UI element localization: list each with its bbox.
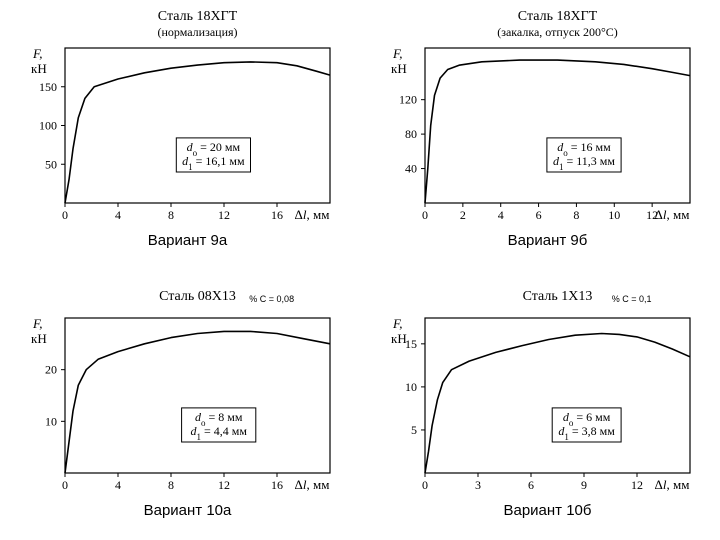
y-axis-label-F: F,: [32, 316, 43, 331]
chart-subtitle: (закалка, отпуск 200°С): [497, 25, 618, 39]
chart-subtitle: (нормализация): [157, 25, 237, 39]
y-tick-label: 150: [39, 80, 57, 94]
y-tick-label: 100: [39, 119, 57, 133]
variant-label: Вариант 9а: [148, 232, 228, 249]
x-tick-label: 12: [631, 478, 643, 492]
y-axis-label-unit: кН: [31, 61, 47, 76]
y-tick-label: 120: [399, 93, 417, 107]
x-tick-label: 3: [475, 478, 481, 492]
chart-cell-9a: 048121650100150do = 20 ммd1 = 16,1 ммСта…: [0, 0, 360, 270]
y-tick-label: 80: [405, 127, 417, 141]
plot-border: [65, 318, 330, 473]
chart-10a: 04812161020do = 8 ммd1 = 4,4 ммСталь 08Х…: [0, 270, 360, 540]
chart-9a: 048121650100150do = 20 ммd1 = 16,1 ммСта…: [0, 0, 360, 270]
x-tick-label: 4: [115, 478, 121, 492]
y-axis-label-F: F,: [32, 46, 43, 61]
stress-strain-curve: [425, 60, 690, 203]
variant-label: Вариант 9б: [508, 232, 588, 249]
variant-label: Вариант 10а: [144, 502, 232, 519]
x-tick-label: 6: [528, 478, 534, 492]
x-tick-label: 8: [168, 208, 174, 222]
y-axis-label-unit: кН: [31, 331, 47, 346]
chart-grid: 048121650100150do = 20 ммd1 = 16,1 ммСта…: [0, 0, 720, 540]
x-tick-label: 12: [218, 478, 230, 492]
x-tick-label: 10: [608, 208, 620, 222]
chart-cell-10a: 04812161020do = 8 ммd1 = 4,4 ммСталь 08Х…: [0, 270, 360, 540]
x-tick-label: 6: [536, 208, 542, 222]
x-axis-label: Δl, мм: [295, 477, 330, 492]
stress-strain-curve: [65, 62, 330, 203]
x-tick-label: 4: [115, 208, 121, 222]
carbon-annotation: % С = 0,08: [249, 294, 294, 304]
y-tick-label: 50: [45, 157, 57, 171]
chart-9b: 0246810124080120do = 16 ммd1 = 11,3 ммСт…: [360, 0, 720, 270]
chart-title: Сталь 08Х13: [159, 289, 236, 304]
x-tick-label: 8: [168, 478, 174, 492]
x-tick-label: 2: [460, 208, 466, 222]
stress-strain-curve: [65, 331, 330, 473]
x-axis-label: Δl, мм: [655, 207, 690, 222]
x-tick-label: 0: [422, 208, 428, 222]
x-axis-label: Δl, мм: [655, 477, 690, 492]
chart-cell-10b: 03691251015do = 6 ммd1 = 3,8 ммСталь 1Х1…: [360, 270, 720, 540]
x-tick-label: 0: [62, 208, 68, 222]
x-tick-label: 0: [422, 478, 428, 492]
y-axis-label-unit: кН: [391, 331, 407, 346]
y-tick-label: 10: [45, 414, 57, 428]
y-axis-label-F: F,: [392, 316, 403, 331]
y-tick-label: 20: [45, 363, 57, 377]
x-tick-label: 12: [218, 208, 230, 222]
carbon-annotation: % С = 0,1: [612, 294, 652, 304]
x-tick-label: 16: [271, 208, 283, 222]
plot-border: [425, 48, 690, 203]
x-tick-label: 16: [271, 478, 283, 492]
y-tick-label: 5: [411, 423, 417, 437]
y-axis-label-F: F,: [392, 46, 403, 61]
y-axis-label-unit: кН: [391, 61, 407, 76]
variant-label: Вариант 10б: [503, 502, 591, 519]
x-tick-label: 9: [581, 478, 587, 492]
x-tick-label: 4: [498, 208, 504, 222]
chart-title: Сталь 18ХГТ: [158, 9, 238, 24]
chart-10b: 03691251015do = 6 ммd1 = 3,8 ммСталь 1Х1…: [360, 270, 720, 540]
x-tick-label: 8: [573, 208, 579, 222]
chart-title: Сталь 1Х13: [523, 289, 593, 304]
stress-strain-curve: [425, 334, 690, 474]
chart-title: Сталь 18ХГТ: [518, 9, 598, 24]
y-tick-label: 10: [405, 380, 417, 394]
x-tick-label: 0: [62, 478, 68, 492]
y-tick-label: 15: [405, 337, 417, 351]
x-axis-label: Δl, мм: [295, 207, 330, 222]
chart-cell-9b: 0246810124080120do = 16 ммd1 = 11,3 ммСт…: [360, 0, 720, 270]
plot-border: [65, 48, 330, 203]
y-tick-label: 40: [405, 162, 417, 176]
